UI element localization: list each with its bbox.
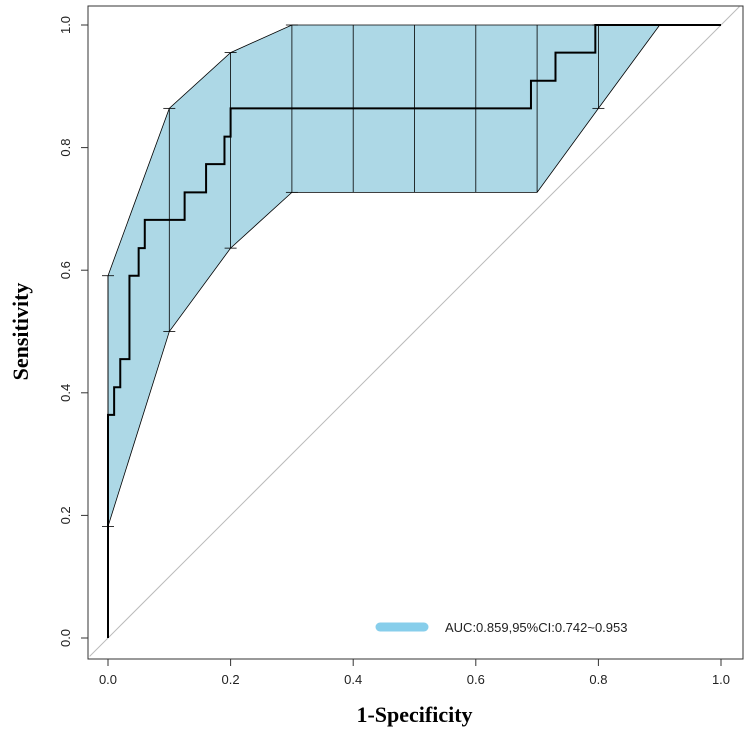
- y-axis-title: Sensitivity: [8, 283, 33, 381]
- reference-line: [89, 6, 740, 657]
- y-tick-label: 1.0: [58, 16, 73, 34]
- x-tick-label: 0.8: [589, 672, 607, 687]
- legend-label: AUC:0.859,95%CI:0.742~0.953: [445, 620, 628, 635]
- x-axis: 0.0 0.2 0.4 0.6 0.8 1.0: [99, 658, 730, 687]
- x-tick-label: 0.4: [344, 672, 362, 687]
- y-tick-label: 0.6: [58, 261, 73, 279]
- x-axis-title: 1-Specificity: [356, 702, 472, 727]
- x-tick-label: 0.6: [467, 672, 485, 687]
- roc-curve: [107, 24, 721, 638]
- y-tick-label: 0.4: [58, 384, 73, 402]
- y-tick-label: 0.8: [58, 139, 73, 157]
- x-tick-label: 1.0: [712, 672, 730, 687]
- roc-curve-group: [107, 24, 721, 638]
- legend: AUC:0.859,95%CI:0.742~0.953: [375, 620, 628, 635]
- y-axis: 0.0 0.2 0.4 0.6 0.8 1.0: [58, 16, 89, 647]
- x-tick-label: 0.0: [99, 672, 117, 687]
- confidence-band: [107, 24, 661, 527]
- x-tick-label: 0.2: [222, 672, 240, 687]
- y-tick-label: 0.0: [58, 629, 73, 647]
- y-tick-label: 0.2: [58, 506, 73, 524]
- reference-line-group: [89, 6, 740, 657]
